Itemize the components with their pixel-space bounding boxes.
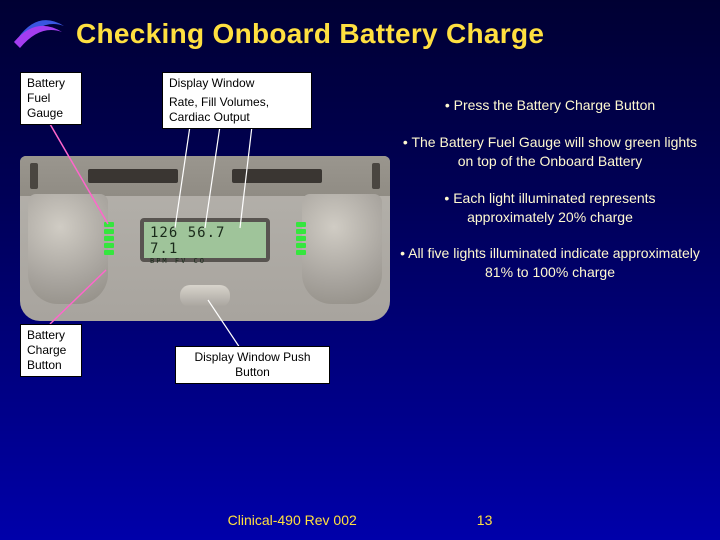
light-icon: [104, 229, 114, 234]
device-top-bar: [20, 156, 390, 196]
slot-icon: [88, 169, 178, 183]
light-icon: [296, 250, 306, 255]
bullet-item: Each light illuminated represents approx…: [400, 189, 700, 227]
bullet-item: All five lights illuminated indicate app…: [400, 244, 700, 282]
light-icon: [296, 236, 306, 241]
slot-icon: [232, 169, 322, 183]
lcd-values: 126 56.7 7.1: [150, 225, 260, 257]
light-icon: [296, 229, 306, 234]
footer-text: Clinical-490 Rev 002: [228, 512, 357, 528]
light-icon: [104, 243, 114, 248]
slot-icon: [372, 163, 380, 189]
device-pod-right: [302, 194, 382, 304]
slot-icon: [30, 163, 38, 189]
light-icon: [296, 243, 306, 248]
fuel-gauge-lights-right: [296, 222, 306, 255]
lcd-labels: BPM FV CO: [150, 257, 260, 265]
label-display-window-title: Display Window: [169, 76, 305, 91]
slide-content: Battery Fuel Gauge Display Window Rate, …: [0, 66, 720, 300]
light-icon: [296, 222, 306, 227]
bullet-list: Press the Battery Charge Button The Batt…: [400, 96, 700, 282]
fuel-gauge-lights-left: [104, 222, 114, 255]
diagram-column: Battery Fuel Gauge Display Window Rate, …: [20, 66, 390, 300]
slide-title: Checking Onboard Battery Charge: [76, 18, 544, 50]
bullet-item: The Battery Fuel Gauge will show green l…: [400, 133, 700, 171]
label-display-window: Display Window Rate, Fill Volumes, Cardi…: [162, 72, 312, 129]
light-icon: [104, 236, 114, 241]
light-icon: [104, 250, 114, 255]
label-battery-charge-button: Battery Charge Button: [20, 324, 82, 377]
light-icon: [104, 222, 114, 227]
label-display-window-push-button: Display Window Push Button: [175, 346, 330, 384]
bullets-column: Press the Battery Charge Button The Batt…: [390, 66, 700, 300]
device-pod-left: [28, 194, 108, 304]
device-knob: [180, 285, 230, 307]
slide-header: Checking Onboard Battery Charge: [0, 0, 720, 60]
lcd-display: 126 56.7 7.1 BPM FV CO: [140, 218, 270, 262]
swoosh-logo: [10, 14, 70, 54]
slide-footer: Clinical-490 Rev 002 13: [0, 512, 720, 528]
device-photo: 126 56.7 7.1 BPM FV CO: [20, 156, 390, 321]
page-number: 13: [477, 512, 493, 528]
label-battery-fuel-gauge: Battery Fuel Gauge: [20, 72, 82, 125]
label-display-window-sub: Rate, Fill Volumes, Cardiac Output: [169, 95, 305, 125]
bullet-item: Press the Battery Charge Button: [400, 96, 700, 115]
